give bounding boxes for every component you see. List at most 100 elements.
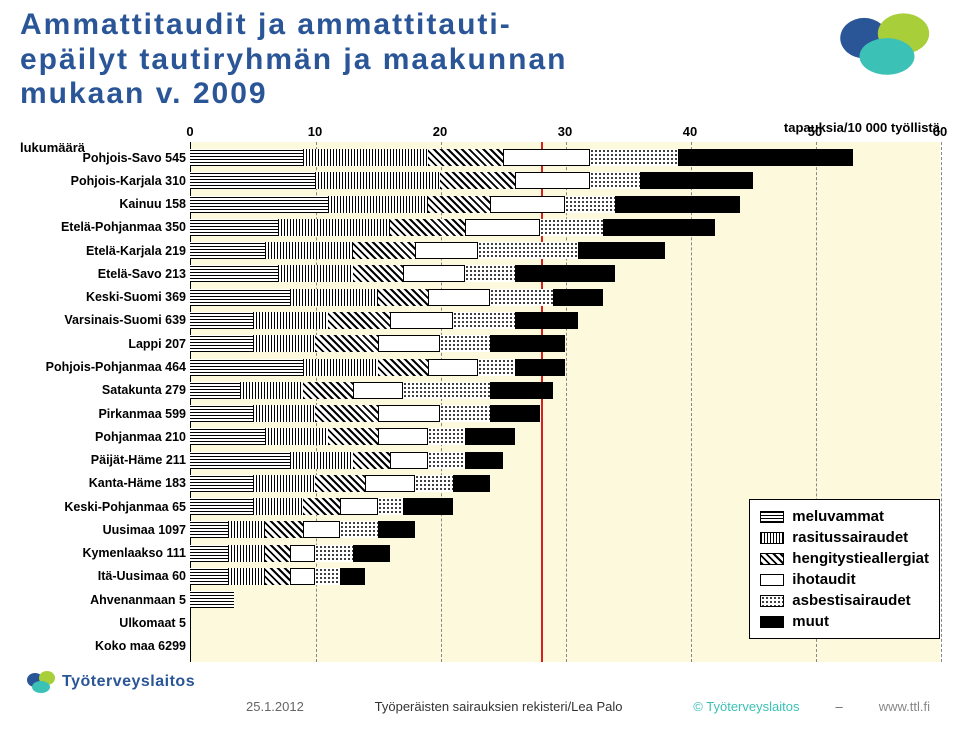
row-label: Etelä-Pohjanmaa 350 [61,220,186,234]
bar-segment-meluvammat [190,405,253,422]
bar-segment-hengitystieallergiat [303,382,353,399]
bar-segment-rasitussairaudet [228,521,266,538]
bar-segment-asbestisairaudet [478,242,578,259]
chart-title: Ammattitaudit ja ammattitauti- epäilyt t… [0,0,960,118]
bar-segment-rasitussairaudet [303,359,378,376]
row-label: Lappi 207 [128,337,186,351]
bar-segment-rasitussairaudet [253,312,328,329]
bar-segment-rasitussairaudet [253,335,316,352]
row-label: Ulkomaat 5 [119,616,186,630]
row-label: Ahvenanmaan 5 [90,593,186,607]
legend-label: ihotaudit [792,569,855,590]
stacked-bar [190,219,715,236]
legend-item: asbestisairaudet [760,590,929,611]
footer: 25.1.2012 Työperäisten sairauksien rekis… [0,689,960,729]
row-label: Pohjois-Savo 545 [82,151,186,165]
bar-segment-muut [453,475,491,492]
chart-row: Satakunta 279 [20,382,940,399]
bar-segment-ihotaudit [378,428,428,445]
bar-segment-asbestisairaudet [315,568,340,585]
bar-segment-rasitussairaudet [315,172,440,189]
bar-segment-asbestisairaudet [415,475,453,492]
x-tick-label: 40 [683,124,697,139]
bar-segment-hengitystieallergiat [315,335,378,352]
stacked-bar [190,405,540,422]
legend-swatch [760,532,784,544]
bar-segment-meluvammat [190,359,303,376]
row-label: Kanta-Häme 183 [89,476,186,490]
bar-segment-muut [553,289,603,306]
bar-segment-meluvammat [190,172,315,189]
title-line: epäilyt tautiryhmän ja maakunnan [20,43,567,76]
stacked-bar [190,172,753,189]
bar-segment-hengitystieallergiat [265,568,290,585]
bar-segment-asbestisairaudet [440,335,490,352]
legend-item: ihotaudit [760,569,929,590]
bar-segment-ihotaudit [340,498,378,515]
row-label: Varsinais-Suomi 639 [64,313,186,327]
stacked-bar [190,452,503,469]
bar-segment-asbestisairaudet [590,149,678,166]
bar-segment-muut [515,265,615,282]
footer-sep: – [835,699,842,714]
row-label: Uusimaa 1097 [103,523,186,537]
bar-segment-meluvammat [190,312,253,329]
legend-swatch [760,595,784,607]
bar-segment-asbestisairaudet [540,219,603,236]
bar-segment-rasitussairaudet [228,568,266,585]
title-line: Ammattitaudit ja ammattitauti- [20,8,512,41]
bar-segment-hengitystieallergiat [315,475,365,492]
row-label: Etelä-Savo 213 [98,267,186,281]
stacked-bar [190,428,515,445]
bar-segment-asbestisairaudet [428,452,466,469]
bar-segment-rasitussairaudet [290,289,378,306]
legend-label: hengitystieallergiat [792,548,929,569]
row-label: Satakunta 279 [102,383,186,397]
x-tick-label: 60 [933,124,947,139]
footer-url: www.ttl.fi [879,699,930,714]
legend-swatch [760,511,784,523]
bar-segment-ihotaudit [290,545,315,562]
chart-row: Etelä-Karjala 219 [20,242,940,259]
stacked-bar [190,312,578,329]
bar-segment-rasitussairaudet [228,545,266,562]
bar-segment-asbestisairaudet [453,312,516,329]
bar-segment-hengitystieallergiat [315,405,378,422]
grid-line [941,142,942,662]
row-label: Etelä-Karjala 219 [86,244,186,258]
title-line: mukaan v. 2009 [20,77,268,110]
x-tick-label: 20 [433,124,447,139]
bar-segment-meluvammat [190,591,234,608]
x-tick-label: 30 [558,124,572,139]
footer-center: Työperäisten sairauksien rekisteri/Lea P… [340,699,657,714]
chart-row: Kanta-Häme 183 [20,475,940,492]
bar-segment-rasitussairaudet [265,428,328,445]
bar-segment-ihotaudit [403,265,466,282]
bar-segment-hengitystieallergiat [303,498,341,515]
bar-segment-meluvammat [190,545,228,562]
bar-segment-meluvammat [190,265,278,282]
bar-segment-muut [515,312,578,329]
bar-segment-rasitussairaudet [278,265,353,282]
chart-row: Etelä-Savo 213 [20,265,940,282]
bar-segment-hengitystieallergiat [328,312,391,329]
chart-row: Pohjois-Karjala 310 [20,172,940,189]
bar-segment-ihotaudit [378,335,441,352]
bar-segment-muut [490,335,565,352]
bar-segment-meluvammat [190,475,253,492]
bar-segment-asbestisairaudet [465,265,515,282]
x-tick-label: 50 [808,124,822,139]
bar-segment-meluvammat [190,382,240,399]
bar-segment-muut [678,149,853,166]
bar-segment-muut [465,452,503,469]
bar-segment-ihotaudit [465,219,540,236]
bar-segment-meluvammat [190,289,290,306]
row-label: Koko maa 6299 [95,639,186,653]
legend-label: muut [792,611,829,632]
legend-swatch [760,553,784,565]
legend-item: rasitussairaudet [760,527,929,548]
legend: meluvammatrasitussairaudethengitystieall… [749,499,940,639]
bar-segment-meluvammat [190,335,253,352]
bar-segment-rasitussairaudet [290,452,353,469]
bar-segment-meluvammat [190,219,278,236]
